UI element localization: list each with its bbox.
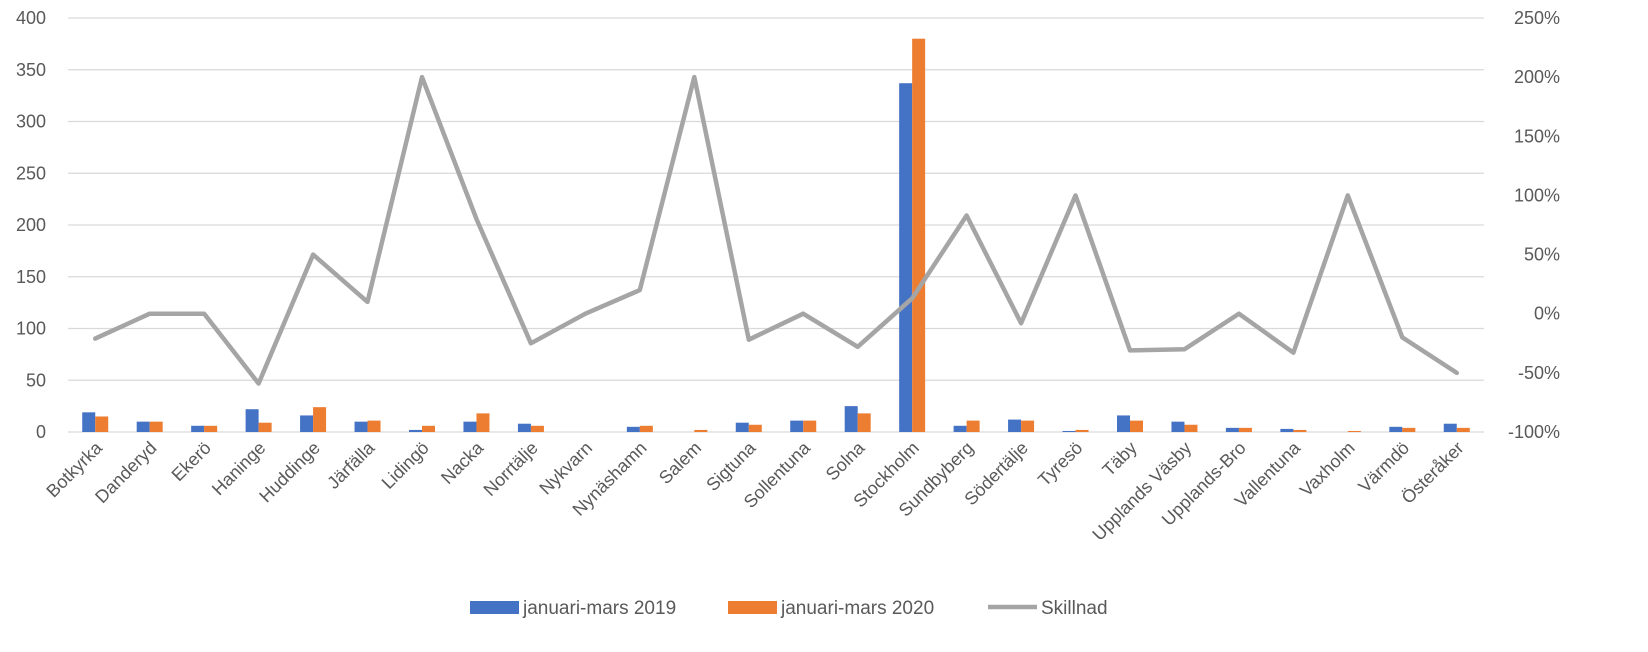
bar-2019 <box>1008 419 1022 432</box>
bar-2020 <box>1021 420 1035 432</box>
bar-2019 <box>300 415 314 432</box>
bar-2020 <box>149 421 163 432</box>
bar-2019 <box>1443 423 1457 432</box>
x-tick-label: Nacka <box>437 437 488 488</box>
legend-label: januari-mars 2020 <box>780 598 934 619</box>
y-left-tick-label: 50 <box>26 370 46 390</box>
x-tick-label: Solna <box>822 437 869 484</box>
bar-2019 <box>1280 428 1294 432</box>
y-left-tick-label: 400 <box>16 8 46 28</box>
bar-2019 <box>245 409 259 432</box>
gridlines <box>68 17 1484 433</box>
x-tick-label: Ekerö <box>168 438 215 485</box>
legend-label: januari-mars 2019 <box>522 598 676 619</box>
y-axis-left: 0 50 100 150 200 250 300 350 400 <box>16 8 46 442</box>
y-left-tick-label: 300 <box>16 112 46 132</box>
bar-2019 <box>136 421 150 432</box>
bar-2020 <box>1130 420 1143 432</box>
bar-2020 <box>694 429 708 432</box>
bar-2020 <box>1456 427 1470 432</box>
y-right-tick-label: 100% <box>1514 185 1560 205</box>
y-left-tick-label: 150 <box>16 267 46 287</box>
bar-2019 <box>790 420 804 432</box>
bar-2020 <box>1347 430 1361 432</box>
bar-2020 <box>422 425 435 432</box>
difference-line <box>92 74 1460 386</box>
bar-2020 <box>1293 429 1307 432</box>
bar-2019 <box>517 423 531 432</box>
bar-2020 <box>476 413 490 432</box>
x-tick-label: Vaxholm <box>1296 438 1359 501</box>
x-tick-label: Täby <box>1098 438 1140 480</box>
bars <box>82 38 1470 432</box>
bar-2019 <box>463 421 477 432</box>
y-right-tick-label: 250% <box>1514 8 1560 28</box>
bar-2020 <box>748 424 762 432</box>
bar-2019 <box>1062 430 1076 432</box>
bar-2020 <box>966 420 980 432</box>
bar-2020 <box>857 413 871 432</box>
legend-label: Skillnad <box>1041 598 1108 619</box>
bar-2020 <box>1075 429 1089 432</box>
bar-2020 <box>1402 427 1416 432</box>
bar-2020 <box>1238 427 1252 432</box>
bar-2019 <box>899 83 913 432</box>
bar-2020 <box>258 422 272 432</box>
y-right-tick-label: -100% <box>1508 422 1560 442</box>
bar-2020 <box>912 38 926 432</box>
legend: januari-mars 2019 januari-mars 2020 Skilln… <box>470 598 1108 619</box>
bar-2019 <box>844 406 858 432</box>
y-left-tick-label: 250 <box>16 163 46 183</box>
x-tick-label: Tyresö <box>1034 438 1086 490</box>
x-tick-label: Salem <box>655 438 705 488</box>
bar-2020 <box>1184 424 1198 432</box>
y-right-tick-label: 50% <box>1524 245 1560 265</box>
x-tick-label: Norrtälje <box>480 438 542 500</box>
bar-2019 <box>1225 427 1239 432</box>
y-left-tick-label: 200 <box>16 215 46 235</box>
x-tick-label: Järfälla <box>323 437 379 493</box>
y-left-tick-label: 100 <box>16 319 46 339</box>
x-tick-label: Upplands Väsby <box>1088 438 1195 545</box>
bar-2020 <box>95 416 109 432</box>
bar-2020 <box>803 420 817 432</box>
bar-2019 <box>626 426 640 432</box>
y-left-tick-label: 0 <box>36 422 46 442</box>
bar-2019 <box>82 412 96 432</box>
bar-2019 <box>1171 421 1185 432</box>
bar-2019 <box>1117 415 1130 432</box>
bar-2019 <box>1389 426 1403 432</box>
y-right-tick-label: 0% <box>1534 304 1560 324</box>
bar-2019 <box>735 422 749 432</box>
bar-2019 <box>953 425 967 432</box>
bar-2019 <box>354 421 368 432</box>
bar-2020 <box>204 425 218 432</box>
bar-2020 <box>313 407 327 432</box>
y-axis-right: -100% -50% 0% 50% 100% 150% 200% 250% <box>1508 8 1560 442</box>
y-right-tick-label: 150% <box>1514 126 1560 146</box>
x-tick-label: Lidingö <box>378 438 433 493</box>
bar-2020 <box>367 420 381 432</box>
bar-2019 <box>409 429 422 432</box>
bar-2020 <box>639 425 653 432</box>
legend-swatch <box>470 601 519 614</box>
y-left-tick-label: 350 <box>16 60 46 80</box>
y-right-tick-label: -50% <box>1518 363 1560 383</box>
y-right-tick-label: 200% <box>1514 67 1560 87</box>
legend-swatch <box>728 601 777 614</box>
bar-2019 <box>191 425 205 432</box>
bar-2020 <box>530 425 544 432</box>
series-line-skillnad <box>92 74 1460 386</box>
